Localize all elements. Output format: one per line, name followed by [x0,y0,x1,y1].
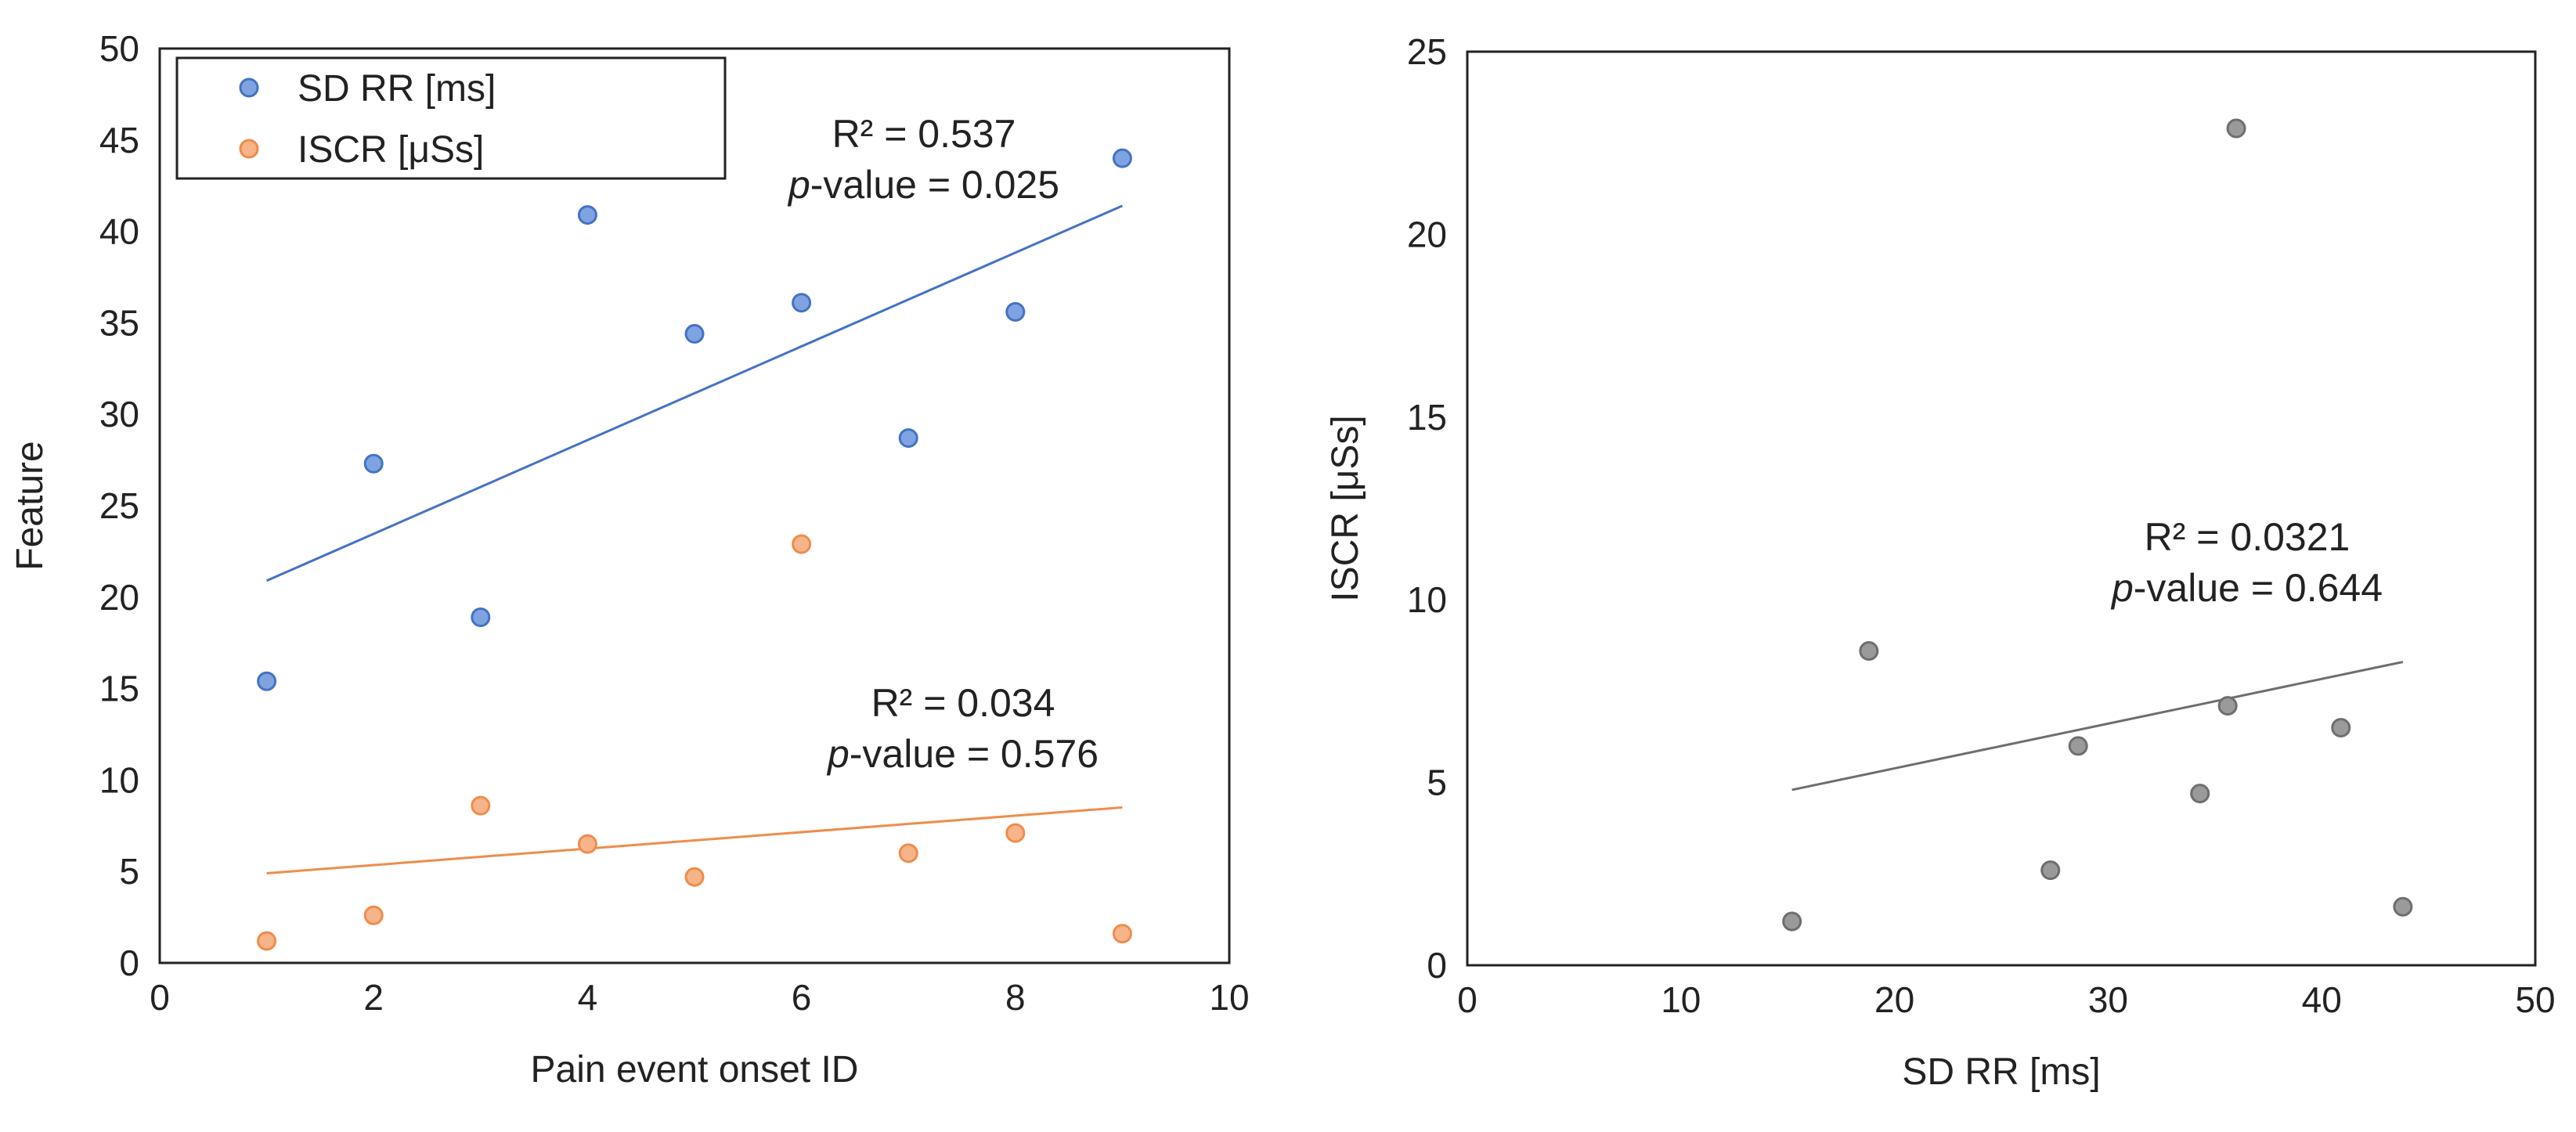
left-x-axis-title: Pain event onset ID [531,1049,859,1091]
data-point [2068,736,2088,756]
data-point [471,795,491,816]
y-tick-label: 5 [119,851,139,892]
orange-p-italic: p [826,732,850,776]
trendline-0 [1791,661,2404,791]
y-tick-label: 25 [1407,31,1447,72]
data-point [1782,911,1802,932]
x-tick-label: 0 [150,977,170,1018]
y-tick-label: 15 [1407,397,1447,438]
y-tick-label: 35 [99,302,139,343]
data-point [1005,301,1026,322]
x-tick-label: 8 [1005,977,1026,1018]
gray-p-value: -value = 0.644 [2134,566,2383,610]
y-tick-label: 20 [1407,214,1447,254]
data-point [792,534,812,554]
data-point [363,453,384,474]
data-point [577,205,597,225]
legend-box [175,56,727,180]
data-point [684,323,705,344]
left-points [257,148,1132,951]
right-y-axis-title: ISCR [μSs] [1325,415,1366,601]
data-point [684,867,705,887]
left-trendlines [265,204,1124,875]
data-point [898,428,918,449]
data-point [1005,823,1026,843]
data-point [363,905,384,925]
data-point [2226,118,2246,139]
right-x-axis-title: SD RR [ms] [1902,1051,2100,1093]
data-point [2040,860,2061,881]
y-tick-label: 50 [99,28,139,69]
trendline-0 [265,204,1124,582]
y-tick-label: 10 [99,759,139,800]
y-tick-label: 25 [99,485,139,526]
x-tick-label: 10 [1661,979,1701,1020]
data-point [257,671,277,691]
trendline-1 [266,806,1123,875]
y-tick-label: 15 [99,669,139,709]
x-tick-label: 4 [578,977,598,1018]
x-tick-label: 6 [792,977,812,1018]
data-point [2217,696,2238,716]
data-point [898,843,918,863]
y-tick-label: 0 [119,943,139,983]
y-tick-label: 40 [99,211,139,252]
legend-label-sdrr: SD RR [ms] [298,68,496,110]
left-chart: 0 2 4 6 8 10 0 5 10 15 20 25 30 35 40 45 50 Pain event o… [9,28,1250,1091]
y-tick-label: 0 [1427,945,1447,986]
data-point [2190,784,2210,804]
blue-pvalue-label: p-value = 0.025 [787,163,1059,207]
legend-marker-orange [239,139,259,159]
data-point [577,834,597,854]
data-point [1112,924,1132,944]
y-tick-label: 30 [99,394,139,434]
blue-r2-label: R² = 0.537 [832,112,1016,156]
x-tick-label: 30 [2088,979,2128,1020]
left-plot-frame [158,47,1231,964]
data-point [2331,718,2351,738]
data-point [2393,896,2413,917]
x-tick-label: 0 [1457,979,1477,1020]
gray-r2-label: R² = 0.0321 [2145,515,2351,559]
x-tick-label: 50 [2515,979,2555,1020]
data-point [1859,641,1879,662]
data-point [792,293,812,313]
legend: SD RR [ms] ISCR [μSs] [175,56,727,180]
data-point [471,607,491,627]
orange-p-value: -value = 0.576 [850,732,1099,776]
y-tick-label: 45 [99,120,139,160]
gray-pvalue-label: p-value = 0.644 [2110,566,2383,610]
y-tick-label: 5 [1427,762,1447,803]
x-tick-label: 40 [2302,979,2342,1020]
left-y-axis-title: Feature [9,441,51,570]
legend-label-iscr: ISCR [μSs] [298,129,484,171]
blue-p-italic: p [787,163,810,207]
right-chart: 0 10 20 30 40 50 0 5 10 15 20 25 SD RR [ms] ISCR [μ… [1325,31,2556,1093]
right-points [1782,118,2413,932]
x-tick-label: 10 [1209,977,1249,1018]
x-tick-label: 20 [1874,979,1914,1020]
y-tick-label: 10 [1407,579,1447,620]
data-point [1112,148,1132,168]
x-tick-label: 2 [363,977,384,1018]
blue-p-value: -value = 0.025 [810,163,1059,207]
orange-pvalue-label: p-value = 0.576 [826,732,1099,776]
data-point [257,931,277,951]
left-ticks: 0 2 4 6 8 10 0 5 10 15 20 25 30 35 40 45 50 [99,28,1250,1018]
right-ticks: 0 10 20 30 40 50 0 5 10 15 20 25 [1407,31,2556,1020]
gray-p-italic: p [2110,566,2134,610]
right-plot-frame [1466,50,2537,967]
legend-marker-blue [239,78,259,98]
right-trendlines [1791,661,2404,791]
y-tick-label: 20 [99,577,139,618]
orange-r2-label: R² = 0.034 [871,681,1055,725]
